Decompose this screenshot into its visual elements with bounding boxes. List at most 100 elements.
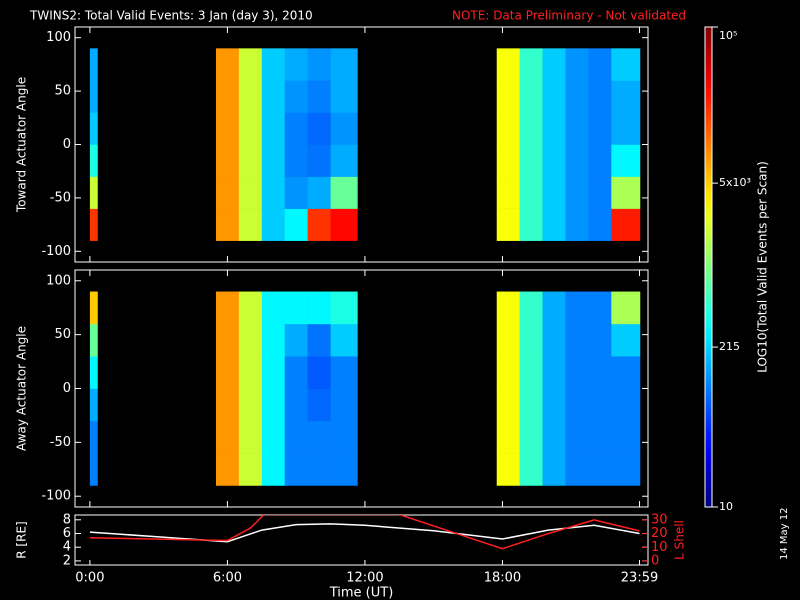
heatmap-cell	[519, 291, 543, 325]
heatmap-cell	[307, 80, 331, 113]
heatmap-cell	[611, 356, 641, 389]
heatmap-cell	[89, 144, 98, 177]
heatmap-cell	[261, 48, 286, 81]
heatmap-cell	[215, 80, 240, 113]
heatmap-cell	[215, 323, 240, 357]
heatmap-cell	[89, 420, 98, 454]
heatmap-cell	[565, 420, 589, 454]
heatmap-cell	[284, 356, 308, 389]
heatmap-cell	[330, 356, 358, 389]
y2-tick-label: 10	[651, 540, 668, 555]
line-group	[89, 515, 640, 550]
y-tick-label: 4	[63, 540, 71, 555]
heatmap-cell	[89, 80, 98, 113]
y-tick-label: 100	[46, 30, 71, 45]
heatmap-cell	[330, 80, 358, 113]
y2-tick-label: 0	[651, 554, 659, 569]
heatmap-cell	[284, 208, 308, 241]
heatmap-cell	[215, 48, 240, 81]
heatmap-cell	[307, 453, 331, 486]
y-tick-label: -50	[50, 190, 71, 205]
y2-tick-label: 20	[651, 526, 668, 541]
chart-title: TWINS2: Total Valid Events: 3 Jan (day 3…	[29, 9, 313, 23]
heatmap-cell	[238, 420, 263, 454]
heatmap-cell	[261, 208, 286, 241]
heatmap-cell	[588, 291, 612, 325]
heatmap-cell	[261, 453, 286, 486]
heatmap-cell	[611, 291, 641, 325]
heatmap-cell	[588, 388, 612, 422]
heatmap-cell	[588, 356, 612, 389]
heatmap-cell	[330, 388, 358, 422]
heatmap-cell	[238, 291, 263, 325]
heatmap-cell	[261, 112, 286, 145]
heatmap-cell	[330, 176, 358, 209]
heatmap-cell	[307, 356, 331, 389]
heatmap-cell	[496, 291, 520, 325]
colorbar-tick-label: 10⁵	[719, 29, 737, 42]
heatmap-cell	[611, 80, 641, 113]
heatmap-cell	[238, 453, 263, 486]
heatmap-cell	[330, 453, 358, 486]
heatmap-cell	[542, 48, 566, 81]
heatmap-cell	[496, 356, 520, 389]
heatmap-cell	[307, 176, 331, 209]
heatmap-cell	[261, 80, 286, 113]
heatmap-cell	[565, 48, 589, 81]
heatmap-cell	[565, 291, 589, 325]
heatmap-cell	[284, 112, 308, 145]
x-axis-label: Time (UT)	[329, 586, 394, 600]
heatmap-cell	[519, 388, 543, 422]
heatmap-cell	[542, 176, 566, 209]
heatmap-cell	[284, 323, 308, 357]
heatmap-cell	[330, 323, 358, 357]
heatmap-cell	[261, 144, 286, 177]
heatmap-cell	[496, 80, 520, 113]
heatmap-cell	[496, 176, 520, 209]
heatmap-cell	[565, 356, 589, 389]
heatmap-cell	[542, 323, 566, 357]
heatmap-cell	[330, 144, 358, 177]
heatmap-cell	[215, 208, 240, 241]
heatmap-cell	[565, 208, 589, 241]
heatmap-cell	[89, 356, 98, 389]
y-axis-label: Toward Actuator Angle	[15, 77, 29, 213]
y-tick-label: 50	[54, 84, 71, 99]
heatmap-cell	[238, 112, 263, 145]
heatmap-cell	[565, 453, 589, 486]
heatmap-cell	[284, 388, 308, 422]
x-tick-label: 0:00	[75, 571, 104, 586]
heatmap-cell	[611, 388, 641, 422]
heatmap-cell	[496, 48, 520, 81]
heatmap-cell	[542, 208, 566, 241]
heatmap-cell	[542, 80, 566, 113]
heatmap-cell	[261, 323, 286, 357]
heatmap-cell	[89, 176, 98, 209]
heatmap-cell	[542, 291, 566, 325]
heatmap-cell	[611, 176, 641, 209]
y-tick-label: -50	[50, 435, 71, 450]
series-line	[89, 515, 640, 550]
panel-frame	[74, 514, 649, 566]
x-tick-label: 12:00	[346, 571, 383, 586]
heatmap-cell	[307, 208, 331, 241]
heatmap-cell	[284, 80, 308, 113]
heatmap-cell	[284, 144, 308, 177]
heatmap-cell	[89, 291, 98, 325]
heatmap-cell	[588, 144, 612, 177]
heatmap-cell	[89, 48, 98, 81]
heatmap-cell	[89, 453, 98, 486]
y-axis-label: R [RE]	[15, 521, 29, 558]
heatmap-cell	[89, 112, 98, 145]
heatmap-cell	[542, 144, 566, 177]
heatmap-cell	[215, 291, 240, 325]
heatmap-cell	[238, 323, 263, 357]
heatmap-cell	[519, 420, 543, 454]
heatmap-cell	[261, 176, 286, 209]
heatmap-cell	[307, 420, 331, 454]
colorbar-label: LOG10(Total Valid Events per Scan)	[756, 161, 770, 373]
heatmap-cell	[89, 388, 98, 422]
heatmap-cell	[519, 48, 543, 81]
heatmap-cell	[307, 291, 331, 325]
heatmap-cell	[238, 208, 263, 241]
